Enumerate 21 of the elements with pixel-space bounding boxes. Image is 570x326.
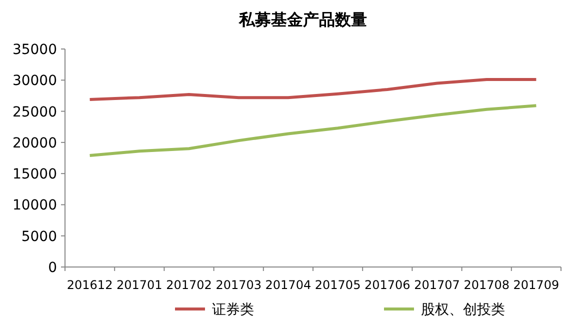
y-tick-label: 25000 bbox=[12, 104, 57, 120]
legend-label: 证券类 bbox=[212, 302, 254, 318]
y-tick-label: 0 bbox=[48, 260, 57, 276]
x-tick-label: 201703 bbox=[216, 278, 262, 292]
x-tick-label: 201707 bbox=[414, 278, 460, 292]
chart-title: 私募基金产品数量 bbox=[238, 10, 367, 29]
x-tick-label: 201701 bbox=[116, 278, 162, 292]
x-tick-label: 201612 bbox=[66, 278, 113, 292]
y-tick-label: 20000 bbox=[12, 135, 57, 152]
x-tick-label: 201704 bbox=[265, 278, 312, 292]
x-tick-label: 201702 bbox=[166, 278, 212, 292]
x-tick-label: 201709 bbox=[513, 278, 560, 292]
x-tick-label: 201708 bbox=[464, 278, 510, 292]
y-tick-label: 15000 bbox=[12, 166, 57, 183]
y-tick-label: 35000 bbox=[12, 42, 57, 58]
y-tick-label: 10000 bbox=[12, 198, 57, 214]
y-tick-label: 5000 bbox=[21, 228, 57, 245]
y-tick-label: 30000 bbox=[12, 73, 57, 90]
x-tick-label: 201706 bbox=[364, 278, 410, 292]
x-tick-label: 201705 bbox=[314, 278, 361, 292]
legend-label: 股权、创投类 bbox=[421, 302, 505, 318]
